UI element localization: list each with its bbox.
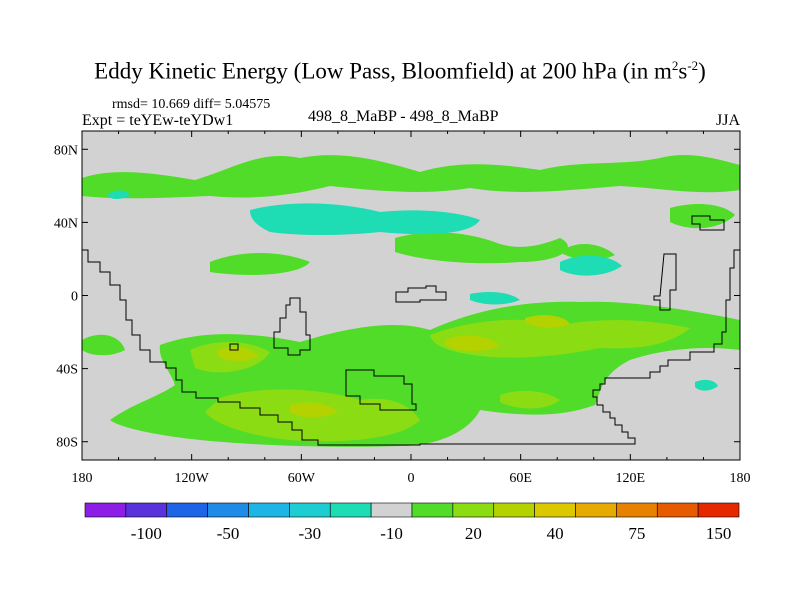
lat-axis: 80N 40N 0 40S 80S <box>54 143 740 451</box>
field-patch-green <box>395 232 568 264</box>
lon-tick-label: 180 <box>72 471 93 486</box>
field-patch-cyan <box>250 203 480 235</box>
field-patch-lime <box>500 390 560 409</box>
field-patch-lime <box>430 319 690 358</box>
field-patch-green <box>82 334 125 356</box>
colorbar-label: 150 <box>706 524 732 543</box>
colorbar-label: 40 <box>547 524 564 543</box>
colorbar-swatch <box>370 502 413 518</box>
colorbar-swatch <box>656 502 699 518</box>
colorbar-label: 75 <box>628 524 645 543</box>
field-patch-green <box>560 244 615 260</box>
experiment-label: Expt = teYEw-teYDw1 <box>82 112 234 129</box>
map-field <box>82 131 740 460</box>
colorbar-swatch <box>329 502 372 518</box>
field-patch-cyan <box>108 190 130 199</box>
lon-axis: 180 120W 60W 0 60E 120E 180 <box>72 131 751 486</box>
colorbar-swatch <box>697 502 740 518</box>
stats-label: rmsd= 10.669 diff= 5.04575 <box>112 97 271 112</box>
colorbar-swatch <box>452 502 495 518</box>
colorbar-swatch <box>493 502 535 518</box>
field-patch-green <box>210 253 310 275</box>
season-label: JJA <box>716 112 741 129</box>
field-patch-yellow <box>218 347 258 362</box>
colorbar-swatch <box>575 502 617 518</box>
field-patch-cyan <box>695 379 718 391</box>
lat-tick-label: 40S <box>56 363 78 378</box>
field-patch-cyan <box>470 292 520 305</box>
colorbar-swatch <box>125 502 168 518</box>
field-patch-yellow <box>290 402 338 418</box>
colorbar-label: 20 <box>465 524 482 543</box>
run-difference-label: 498_8_MaBP - 498_8_MaBP <box>308 108 499 125</box>
lon-tick-label: 180 <box>730 471 751 486</box>
colorbar-label: -100 <box>131 524 162 543</box>
colorbar-swatch <box>534 502 576 518</box>
colorbar-swatch <box>166 502 208 518</box>
field-patch-green <box>82 155 740 199</box>
lat-tick-label: 80N <box>54 143 78 158</box>
colorbar-swatch <box>616 502 658 518</box>
colorbar-swatch <box>289 502 331 518</box>
colorbar-swatch <box>411 502 454 518</box>
colorbar-swatch <box>207 502 249 518</box>
field-patch-yellow <box>525 315 570 328</box>
colorbar-label: -10 <box>380 524 403 543</box>
plot-title: Eddy Kinetic Energy (Low Pass, Bloomfiel… <box>94 58 706 84</box>
lon-tick-label: 120E <box>616 471 646 486</box>
field-patch-cyan <box>560 255 622 276</box>
colorbar-swatch <box>84 502 127 518</box>
colorbar-label: -50 <box>217 524 240 543</box>
coastline <box>82 215 740 446</box>
lat-tick-label: 40N <box>54 216 78 231</box>
lat-tick-label: 80S <box>56 436 78 451</box>
colorbar-swatch <box>248 502 290 518</box>
lon-tick-label: 120W <box>175 471 210 486</box>
lon-tick-label: 0 <box>408 471 415 486</box>
field-patch-yellow <box>445 335 500 352</box>
lat-tick-label: 0 <box>71 290 78 305</box>
colorbar: -100 -50 -30 -10 20 40 75 150 <box>84 502 740 543</box>
colorbar-label: -30 <box>298 524 321 543</box>
lon-tick-label: 60E <box>509 471 532 486</box>
lon-tick-label: 60W <box>288 471 316 486</box>
